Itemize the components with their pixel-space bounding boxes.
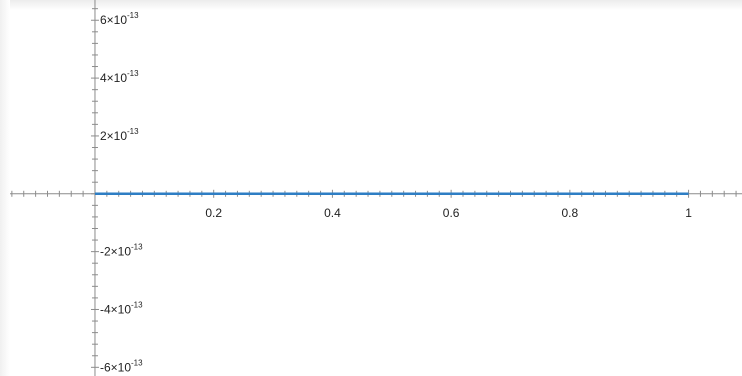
y-tick-exponent: -13 xyxy=(131,358,143,367)
y-tick-mantissa: -2×10 xyxy=(100,245,131,259)
y-tick-label: 2×10-13 xyxy=(100,127,139,143)
x-tick-label: 0.2 xyxy=(205,206,222,220)
y-tick-exponent: -13 xyxy=(131,243,143,252)
y-tick-exponent: -13 xyxy=(127,69,139,78)
y-tick-label: 6×10-13 xyxy=(100,11,139,27)
y-tick-exponent: -13 xyxy=(127,127,139,136)
x-tick-label: 1 xyxy=(685,206,692,220)
y-tick-mantissa: -4×10 xyxy=(100,302,131,316)
tick-labels: 0.2 0.4 0.6 0.8 16×10-134×10-132×10-13-2×10-… xyxy=(100,11,692,374)
x-tick-label: 0.6 xyxy=(443,206,460,220)
y-tick-label: -6×10-13 xyxy=(100,358,143,374)
y-tick-label: -2×10-13 xyxy=(100,243,143,259)
x-tick-label: 0.4 xyxy=(324,206,341,220)
y-tick-exponent: -13 xyxy=(127,11,139,20)
y-tick-label: -4×10-13 xyxy=(100,300,143,316)
y-tick-label: 4×10-13 xyxy=(100,69,139,85)
x-tick-label: 0.8 xyxy=(562,206,579,220)
y-tick-mantissa: 2×10 xyxy=(100,129,127,143)
y-tick-mantissa: 6×10 xyxy=(100,13,127,27)
y-tick-mantissa: 4×10 xyxy=(100,71,127,85)
y-tick-exponent: -13 xyxy=(131,300,143,309)
y-tick-mantissa: -6×10 xyxy=(100,360,131,374)
